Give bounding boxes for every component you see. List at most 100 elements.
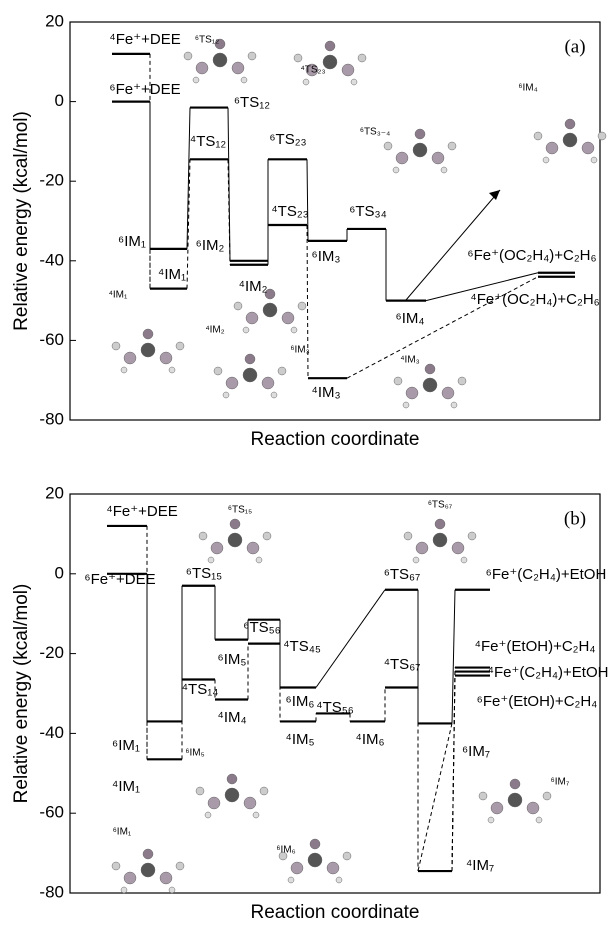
y-tick-label: 0 xyxy=(55,563,64,582)
atom xyxy=(403,531,413,541)
structure-label: ⁶TS₆₇ xyxy=(428,500,453,511)
atom xyxy=(350,78,358,86)
atom xyxy=(252,811,260,819)
atom xyxy=(264,288,276,300)
atom xyxy=(487,816,495,824)
level-label: ⁶Fe⁺+DEE xyxy=(84,571,155,588)
atom xyxy=(140,862,156,878)
atom xyxy=(210,541,224,555)
atom xyxy=(262,302,278,318)
atom xyxy=(415,541,429,555)
atom xyxy=(447,141,457,151)
atom xyxy=(278,851,288,861)
structure-label: ⁴IM₃ xyxy=(400,355,419,366)
structure-label: ⁶TS₁₂ xyxy=(195,35,219,46)
atom xyxy=(414,128,426,140)
level-label: ⁴TS₆₇ xyxy=(384,656,421,673)
atom xyxy=(335,876,343,884)
atom xyxy=(457,376,467,386)
atom xyxy=(293,53,303,63)
atom xyxy=(478,791,488,801)
structure-label: ⁴IM₂ xyxy=(205,325,224,336)
molecule xyxy=(198,518,272,564)
atom xyxy=(225,376,239,390)
atom xyxy=(231,61,245,75)
atom xyxy=(242,367,258,383)
atom xyxy=(562,132,578,148)
atom xyxy=(342,851,352,861)
atom xyxy=(402,401,410,409)
atom xyxy=(393,376,403,386)
y-tick-label: 0 xyxy=(55,91,64,110)
atom xyxy=(509,778,521,790)
connector xyxy=(227,159,231,265)
molecule xyxy=(393,363,467,409)
level-label: ⁶TS₅₆ xyxy=(243,619,280,636)
level-label: ⁶Fe⁺+DEE xyxy=(109,81,180,98)
atom xyxy=(533,131,543,141)
atom xyxy=(111,341,121,351)
level-label: ⁴IM₂ xyxy=(239,278,268,295)
connector xyxy=(425,272,539,302)
atom xyxy=(168,886,176,894)
atom xyxy=(422,377,438,393)
structure-label: ⁶IM₆ xyxy=(276,845,295,856)
atom xyxy=(490,801,504,815)
atom xyxy=(213,366,223,376)
atom xyxy=(434,518,446,530)
atom xyxy=(302,78,310,86)
atom xyxy=(281,311,295,325)
atom xyxy=(229,518,241,530)
panel-label: (a) xyxy=(564,36,585,57)
atom xyxy=(392,166,400,174)
atom xyxy=(432,532,448,548)
atom xyxy=(590,156,598,164)
atom xyxy=(204,811,212,819)
atom xyxy=(395,151,409,165)
level-label: ⁴IM₁ xyxy=(112,778,140,795)
atom xyxy=(383,141,393,151)
level-label: ⁴TS₁₄ xyxy=(182,681,219,698)
structure-label: ⁶IM₇ xyxy=(551,777,570,788)
atom xyxy=(450,401,458,409)
atom xyxy=(207,556,215,564)
atom xyxy=(357,53,367,63)
atom xyxy=(460,556,468,564)
atom xyxy=(326,861,340,875)
structure-label: ⁴TS₂₃ xyxy=(300,65,325,76)
y-tick-label: -20 xyxy=(39,171,64,190)
atom xyxy=(168,366,176,374)
atom xyxy=(227,532,243,548)
atom xyxy=(123,351,137,365)
level-label: ⁶IM₁ xyxy=(118,233,146,250)
structure-label: ⁶TS₁₅ xyxy=(228,505,252,516)
molecule xyxy=(533,118,607,164)
atom xyxy=(307,852,323,868)
atom xyxy=(224,787,240,803)
level-label: ⁶Fe⁺(EtOH)+C₂H₄ xyxy=(477,693,598,710)
atom xyxy=(175,341,185,351)
atom xyxy=(123,871,137,885)
atom xyxy=(259,786,269,796)
atom xyxy=(305,63,319,77)
y-tick-label: -40 xyxy=(39,723,64,742)
atom xyxy=(440,166,448,174)
structure-label: ⁶IM₁ xyxy=(113,827,132,838)
molecule xyxy=(233,288,307,334)
level-label: ⁴IM₄ xyxy=(217,709,246,726)
atom xyxy=(467,531,477,541)
level-label: ⁶IM₆ xyxy=(286,693,315,710)
atom xyxy=(195,61,209,75)
atom xyxy=(212,52,228,68)
atom xyxy=(261,376,275,390)
molecule xyxy=(195,773,269,819)
atom xyxy=(111,861,121,871)
atom xyxy=(159,351,173,365)
level-label: ⁶TS₆₇ xyxy=(384,566,421,583)
atom xyxy=(424,363,436,375)
level-label: ⁴IM₁ xyxy=(158,266,186,283)
level-label: ⁶TS₂₃ xyxy=(269,131,306,148)
molecule xyxy=(111,848,185,894)
level-label: ⁶IM₅ xyxy=(218,651,247,668)
